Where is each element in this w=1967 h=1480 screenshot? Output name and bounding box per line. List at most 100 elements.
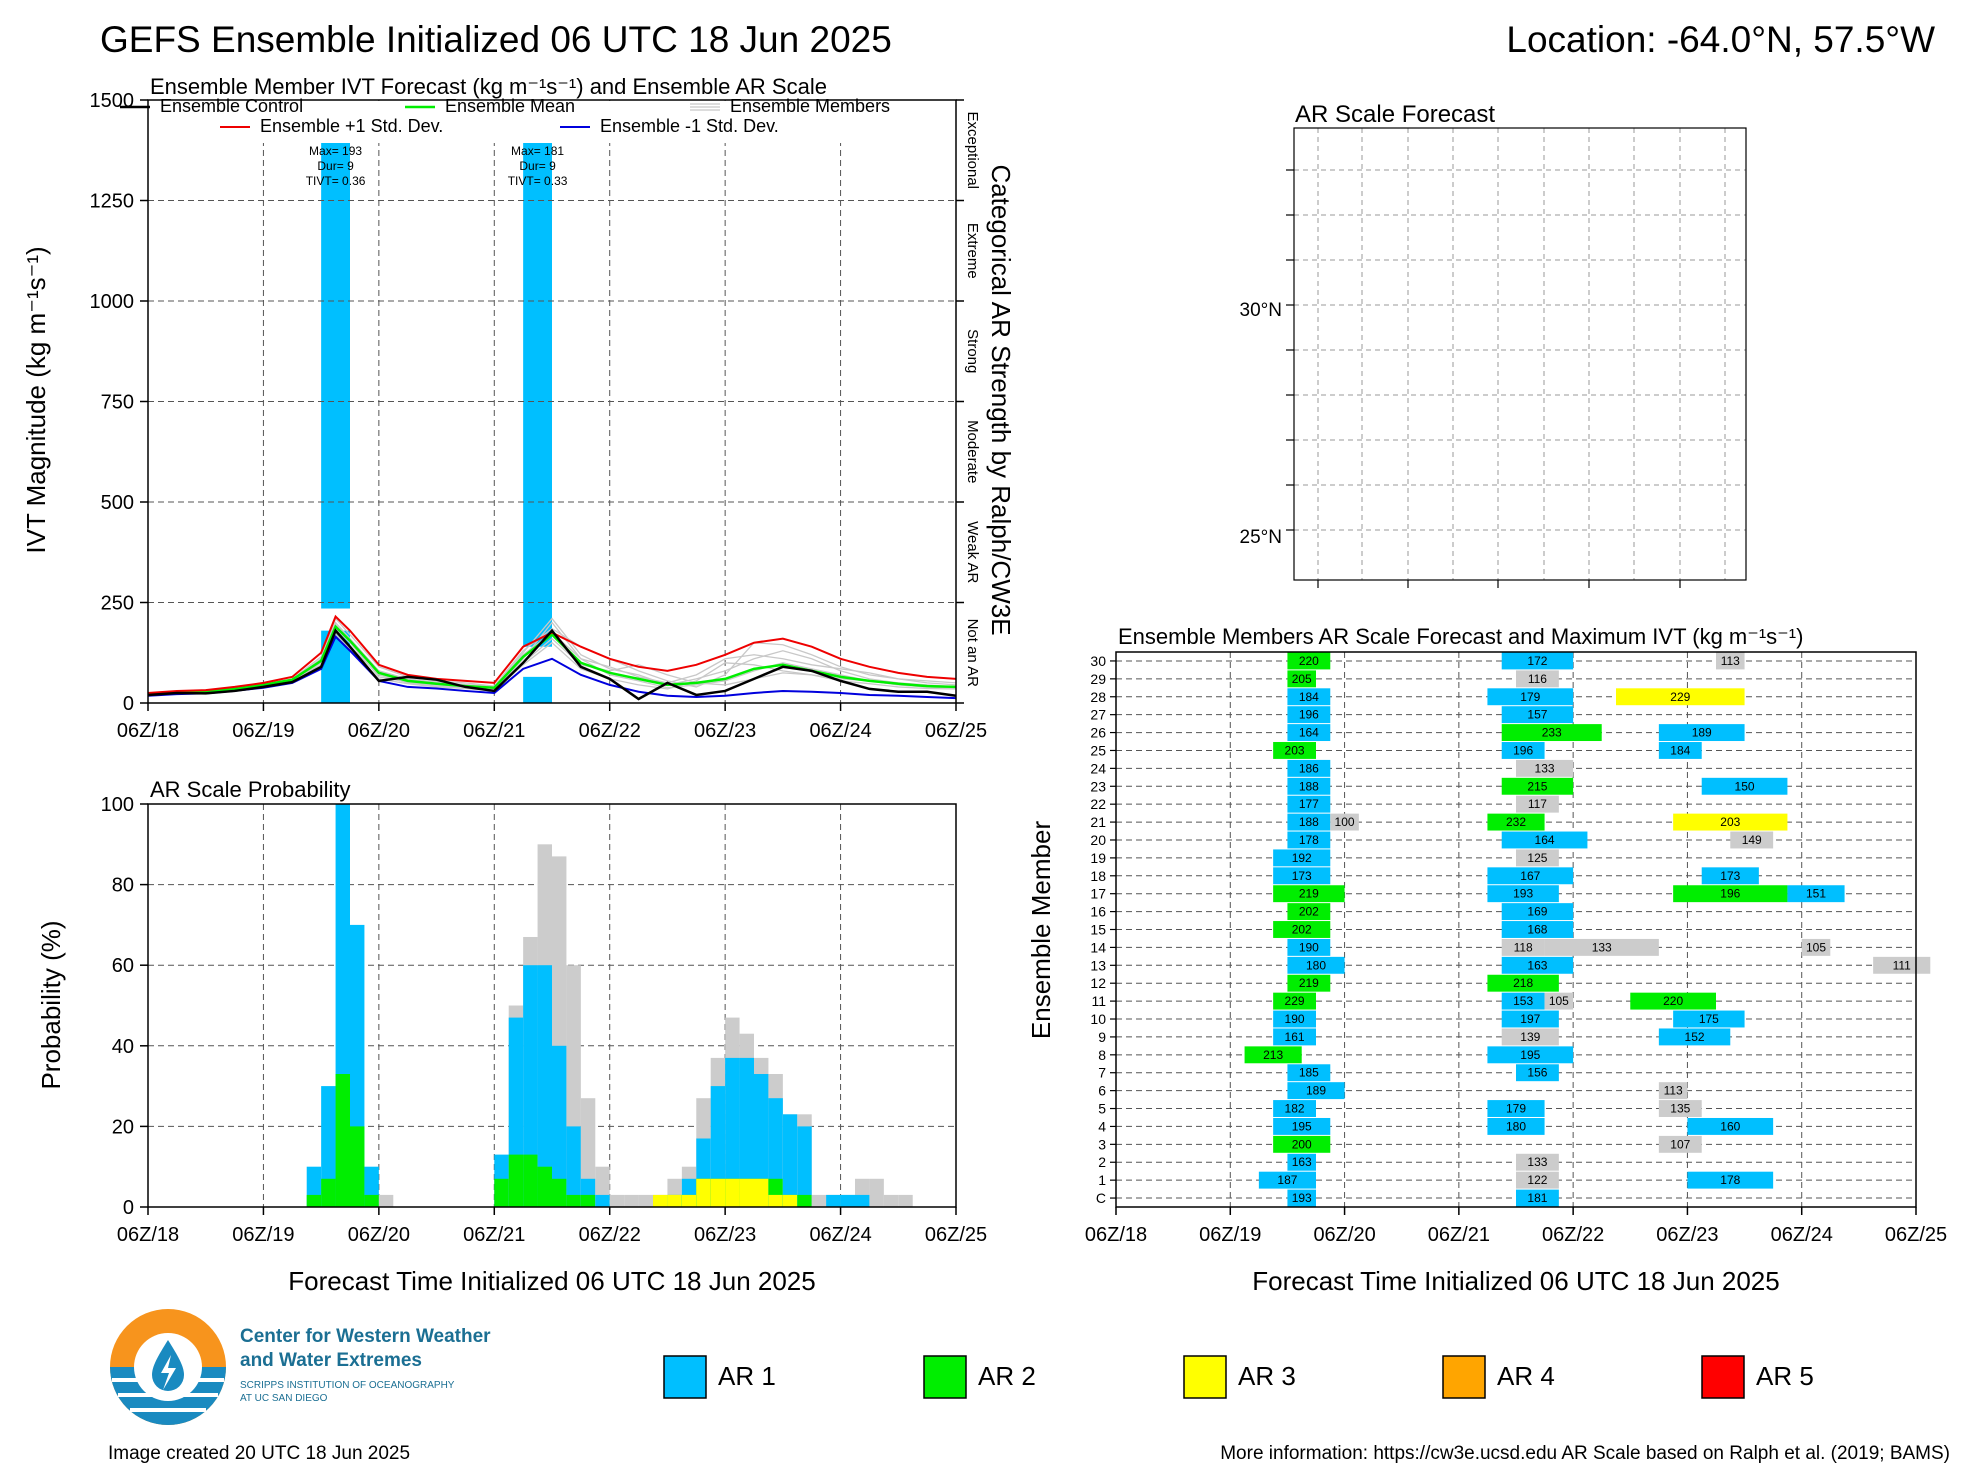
mem-cell-value-23-0: 188 [1299, 779, 1319, 793]
mem-cell-value-2-0: 163 [1292, 1155, 1312, 1169]
mem-cell-10-0 [1273, 1010, 1316, 1028]
mem-cell-value-6-1: 113 [1664, 1084, 1683, 1098]
cw3e-logo: Center for Western Weather and Water Ext… [110, 1309, 491, 1425]
mem-cell-value-8-0: 213 [1263, 1048, 1283, 1062]
mem-cell-10-1 [1501, 1010, 1559, 1028]
prob-ytick-label-100: 100 [101, 794, 134, 816]
mem-row-label-16: 16 [1090, 904, 1106, 920]
prob-bar-not_ar-32 [869, 1178, 884, 1207]
mem-cell-value-29-1: 116 [1528, 672, 1547, 686]
prob-bar-not_ar-34 [898, 1194, 913, 1207]
mem-cell-value-30-0: 220 [1299, 654, 1319, 668]
mem-cell-value-C-0: 193 [1292, 1191, 1312, 1205]
mem-cell-9-1 [1501, 1028, 1559, 1046]
mem-cell-12-1 [1487, 974, 1559, 992]
ar-legend-label-ar4: AR 4 [1497, 1361, 1555, 1391]
mem-cell-value-23-2: 150 [1735, 779, 1755, 793]
mem-cell-14-1 [1501, 938, 1545, 956]
mem-cell-value-14-1: 118 [1514, 940, 1533, 954]
mem-cell-value-14-2: 133 [1592, 940, 1612, 954]
mem-cell-25-1 [1501, 742, 1545, 759]
ivt-category-axis: Not an AR Weak AR Moderate Strong Extreme Exc… [956, 99, 981, 704]
ar-legend-swatch-ar2 [923, 1355, 967, 1399]
mem-cell-value-12-1: 218 [1513, 976, 1533, 990]
mem-cell-value-18-1: 167 [1520, 869, 1540, 883]
mem-cell-26-1 [1501, 724, 1602, 742]
mem-cell-value-14-0: 190 [1299, 940, 1319, 954]
ivt-ytick-label-500: 500 [101, 492, 134, 514]
prob-bar-ar1-21 [710, 1086, 726, 1207]
prob-bar-ar1-27 [797, 1126, 812, 1207]
mem-cell-16-0 [1287, 903, 1331, 921]
mem-cell-11-0 [1273, 992, 1316, 1010]
prob-bar-ar2-6 [494, 1178, 509, 1207]
mem-cell-value-16-1: 169 [1527, 905, 1547, 919]
mem-cell-1-2 [1687, 1171, 1774, 1189]
ivt-event-bar-upper-0 [321, 142, 350, 609]
ar-legend-label-ar5: AR 5 [1756, 1361, 1814, 1391]
mem-cell-30-1 [1501, 652, 1574, 670]
mem-cell-value-5-1: 179 [1506, 1102, 1526, 1116]
mem-row-label-25: 25 [1090, 742, 1106, 758]
mem-cell-value-15-1: 168 [1527, 923, 1547, 937]
mem-cell-10-2 [1673, 1010, 1745, 1028]
prob-xtick-label-1: 06Z/19 [232, 1224, 294, 1246]
mem-cell-value-28-1: 179 [1520, 690, 1540, 704]
mem-row-label-18: 18 [1090, 868, 1106, 884]
ivt-ytick-label-250: 250 [101, 593, 134, 615]
ivt-event-text-0-0: Max= 193 [309, 144, 362, 158]
prob-plot-frame [147, 803, 957, 1208]
mem-cell-9-0 [1273, 1028, 1316, 1046]
mem-cell-26-2 [1658, 724, 1745, 742]
mem-cell-4-2 [1687, 1117, 1774, 1135]
mem-row-label-21: 21 [1090, 814, 1106, 830]
mem-cell-30-0 [1287, 652, 1331, 670]
ar-legend-swatch-ar1 [663, 1355, 707, 1399]
mem-cell-value-27-1: 157 [1527, 708, 1547, 722]
ar-legend-label-ar3: AR 3 [1238, 1361, 1296, 1391]
ivt-y-axis: 0 250 500 750 1000 1250 1500 [90, 90, 148, 715]
prob-bar-ar2-3 [350, 1126, 365, 1207]
mem-cell-value-2-1: 133 [1527, 1155, 1547, 1169]
mem-row-label-12: 12 [1090, 975, 1106, 991]
ivt-right-axis-label: Categorical AR Strength by Ralph/CW3E [986, 164, 1016, 635]
prob-ytick-label-20: 20 [112, 1116, 134, 1138]
mem-cell-3-0 [1273, 1135, 1331, 1153]
mem-cell-value-21-2: 232 [1506, 815, 1526, 829]
ivt-xtick-label-6: 06Z/24 [809, 720, 871, 742]
prob-bar-ar3-24 [754, 1178, 769, 1207]
logo-line2: and Water Extremes [240, 1350, 422, 1371]
mem-cell-8-1 [1487, 1046, 1574, 1064]
ivt-event-bar-upper-1 [523, 142, 552, 647]
mem-cell-7-1 [1516, 1064, 1559, 1082]
mem-cell-18-0 [1273, 867, 1331, 885]
mem-row-label-9: 9 [1098, 1029, 1106, 1045]
mem-cell-29-1 [1516, 670, 1559, 688]
prob-bar-not_ar-14 [609, 1194, 625, 1207]
prob-bar-ar2-0 [306, 1194, 322, 1207]
mem-cell-value-26-0: 164 [1299, 726, 1319, 740]
mem-cell-2-0 [1287, 1153, 1316, 1171]
prob-x-axis: 06Z/18 06Z/19 06Z/20 06Z/21 06Z/22 06Z/23 06Z/… [117, 1207, 987, 1246]
mem-cell-3-1 [1658, 1135, 1702, 1153]
mem-row-label-13: 13 [1090, 957, 1106, 973]
mem-cell-20-2 [1730, 831, 1774, 849]
mem-cell-value-9-1: 139 [1520, 1030, 1540, 1044]
mem-cell-value-20-2: 149 [1742, 833, 1762, 847]
mem-row-label-4: 4 [1098, 1118, 1106, 1134]
ar-legend-swatch-ar3 [1183, 1355, 1227, 1399]
prob-bar-ar2-8 [523, 1154, 538, 1207]
mem-cell-value-15-0: 202 [1292, 923, 1312, 937]
mem-cell-24-0 [1287, 759, 1331, 777]
mem-cell-19-1 [1516, 849, 1559, 867]
cw3e-logo-emblem [110, 1309, 226, 1425]
mem-row-label-11: 11 [1091, 993, 1106, 1009]
mem-cell-12-0 [1287, 974, 1331, 992]
mem-cell-22-1 [1516, 795, 1559, 813]
prob-y-axis-label: Probability (%) [36, 920, 66, 1089]
prob-bar-ar3-26 [782, 1194, 798, 1207]
ivt-xtick-label-3: 06Z/21 [463, 720, 525, 742]
mem-cell-value-9-0: 161 [1285, 1030, 1305, 1044]
